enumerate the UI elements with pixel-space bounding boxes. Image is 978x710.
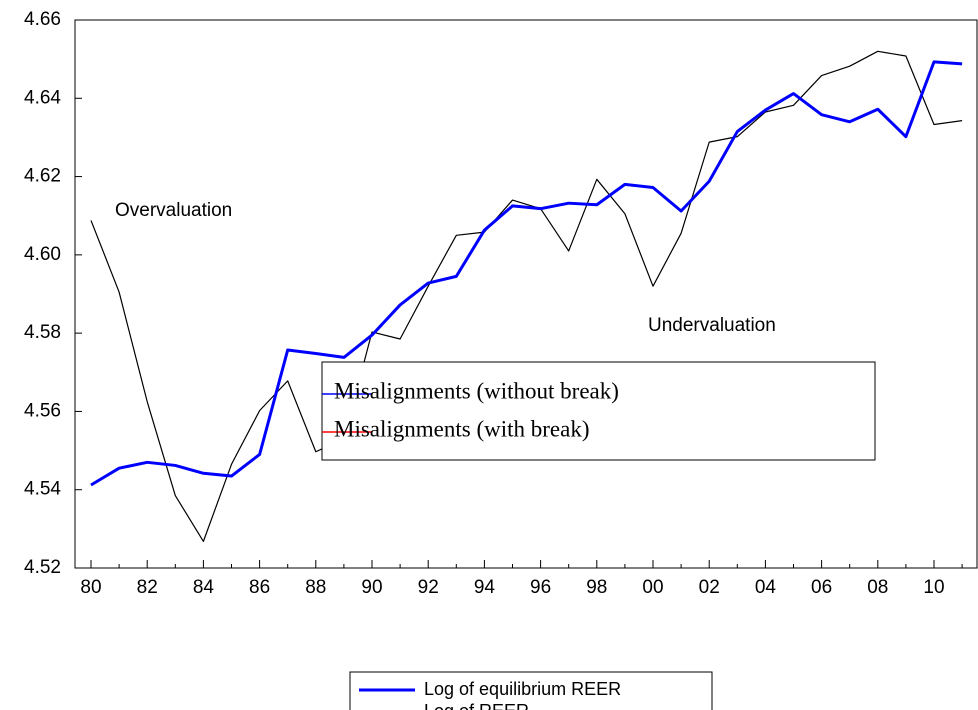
overlay-legend-box — [321, 361, 876, 461]
y-tick-label: 4.52 — [24, 557, 61, 578]
legend-label: Misalignments (with break) — [334, 416, 590, 441]
y-tick-label: 4.60 — [24, 244, 61, 265]
x-tick-label: 84 — [193, 577, 215, 598]
legend-label: Log of REER — [424, 701, 529, 710]
plot-frame — [74, 19, 978, 569]
x-tick-label: 94 — [474, 577, 496, 598]
legend-label: Misalignments (without break) — [334, 378, 619, 403]
series-line — [90, 60, 963, 487]
series-line — [90, 50, 963, 542]
x-tick-label: 98 — [586, 577, 607, 598]
annotation: Undervaluation — [648, 315, 776, 336]
y-tick-label: 4.62 — [24, 166, 61, 187]
annotation: Overvaluation — [115, 200, 232, 221]
x-tick-label: 88 — [305, 577, 326, 598]
x-tick-label: 80 — [80, 577, 101, 598]
x-tick-label: 92 — [418, 577, 439, 598]
x-tick-label: 10 — [923, 577, 944, 598]
y-tick-label: 4.54 — [24, 479, 61, 500]
y-tick-label: 4.64 — [24, 87, 61, 108]
x-tick-label: 02 — [699, 577, 720, 598]
x-tick-label: 08 — [867, 577, 888, 598]
x-tick-label: 00 — [642, 577, 663, 598]
x-tick-label: 96 — [530, 577, 551, 598]
x-tick-label: 04 — [755, 577, 777, 598]
x-tick-label: 86 — [249, 577, 270, 598]
x-tick-label: 82 — [137, 577, 158, 598]
legend-label: Log of equilibrium REER — [424, 679, 621, 699]
y-tick-label: 4.66 — [24, 9, 61, 30]
y-tick-label: 4.58 — [24, 322, 61, 343]
x-tick-label: 06 — [811, 577, 832, 598]
y-tick-label: 4.56 — [24, 400, 61, 421]
x-tick-label: 90 — [361, 577, 382, 598]
